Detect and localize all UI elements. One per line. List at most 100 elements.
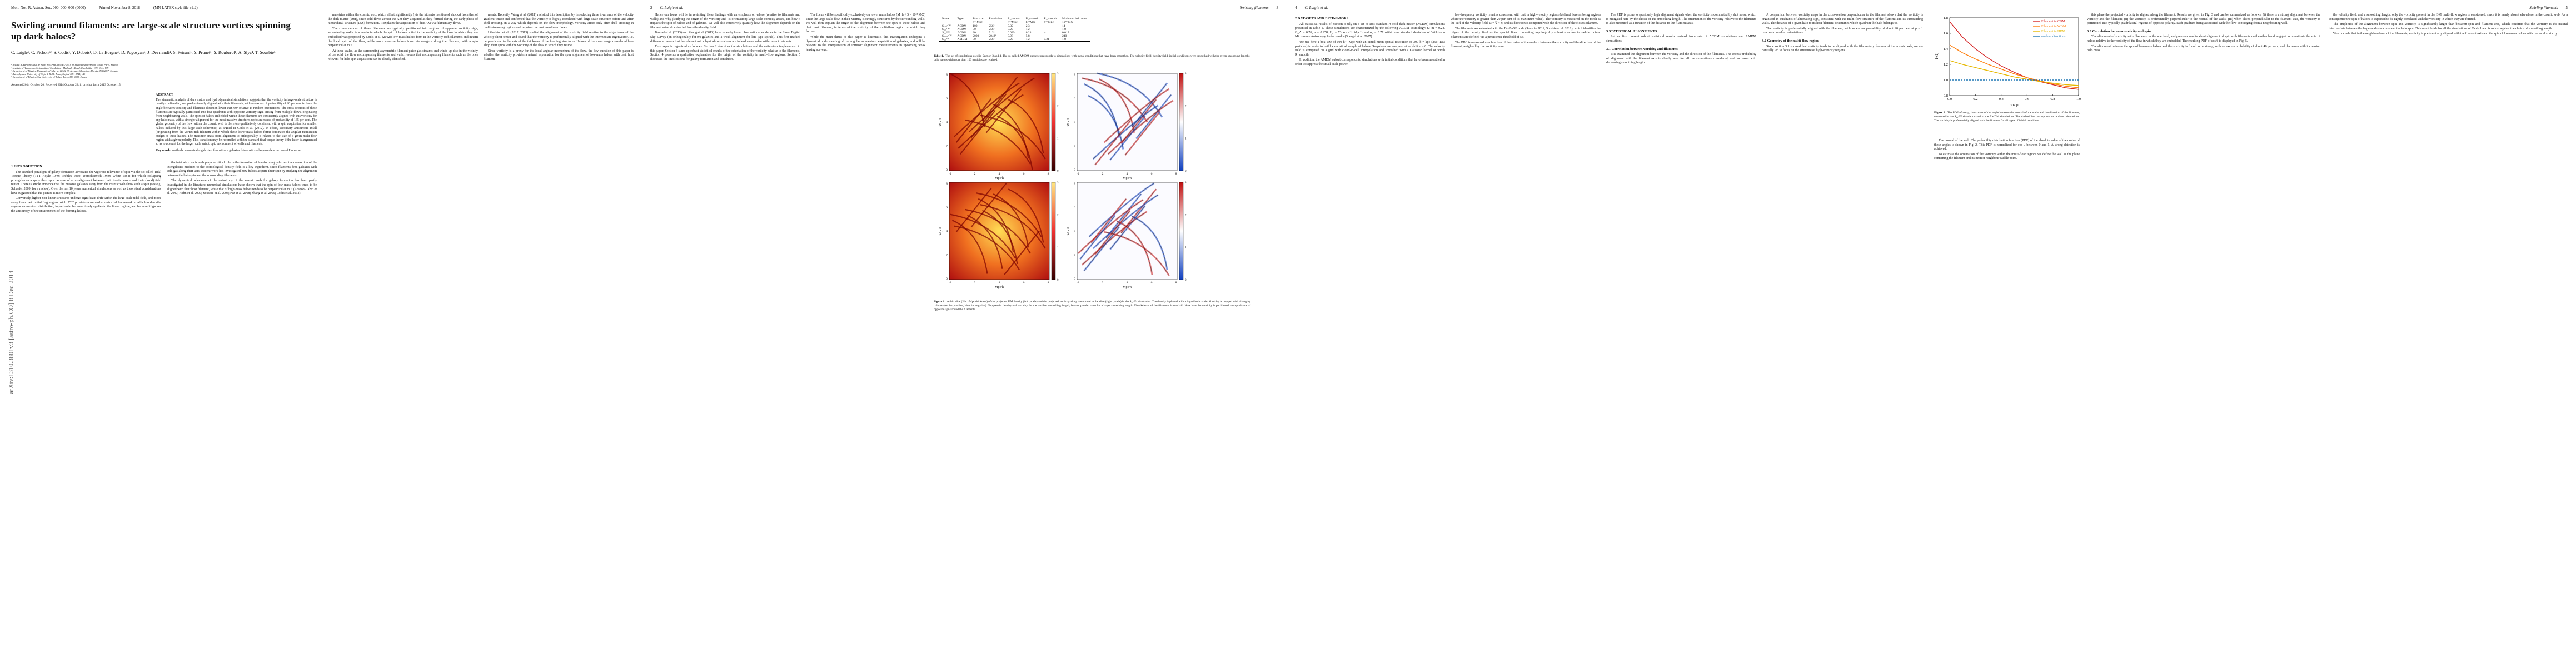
paragraph: Since vorticity is a proxy for the local… — [484, 49, 634, 61]
table-units-row: h⁻¹Mpc h⁻¹Mpc h⁻¹Mpc h⁻¹Mpc 10¹⁰ M⊙ — [939, 21, 1090, 24]
table-header-cell: Box size — [973, 17, 984, 21]
skeleton-line — [1088, 96, 1124, 150]
skeleton-line — [1084, 227, 1119, 271]
y-tick-label: 1.4 — [1944, 47, 1949, 51]
table-cell: S₁₀₀ᶜᴰᴹ — [942, 24, 951, 28]
colorbar-tick-label: 2 — [1057, 105, 1059, 108]
table-cell: 256³ — [989, 28, 995, 31]
colorbar-tick-label: 0 — [1185, 170, 1187, 173]
table-cell: 512³ — [989, 31, 995, 34]
colorbar-tick-label: 2 — [1057, 214, 1059, 217]
filament-trace — [955, 98, 992, 143]
x-tick-label: 4 — [999, 281, 1000, 285]
y-tick-label: 8 — [1074, 182, 1075, 186]
paragraph: mmetries within the cosmic web, which af… — [328, 13, 478, 26]
abstract: The kinematic analysis of dark matter an… — [156, 98, 317, 146]
paragraph: In addition, the AMDM subset corresponds… — [1295, 58, 1445, 66]
y-tick-label: 6 — [946, 206, 948, 210]
x-tick-label: 6 — [1023, 172, 1025, 176]
colorbar-tick-label: 3 — [1057, 182, 1059, 185]
table-cell: 1.2 — [1025, 38, 1030, 41]
filament-trace — [980, 115, 1046, 160]
table-cell: ΛCDM — [957, 24, 967, 28]
colorbar-tick-label: 3 — [1057, 73, 1059, 76]
skeleton-line — [1080, 215, 1115, 260]
y-tick-label: 4 — [946, 121, 948, 125]
x-tick-label: 8 — [1175, 281, 1177, 285]
x-tick-label: 0 — [950, 281, 951, 285]
page-number: 2 — [650, 6, 652, 10]
filament-trace — [966, 215, 1003, 269]
x-tick-label: 8 — [1175, 172, 1177, 176]
keywords-label: Key words: — [156, 148, 172, 152]
figure-1-caption: Figure 1. A thin slice (2 h⁻¹ Mpc thickne… — [934, 300, 1250, 311]
affiliations: ¹ Institut d’Astrophysique de Paris & UP… — [11, 63, 311, 79]
x-tick-label: 2 — [974, 172, 976, 176]
x-tick-label: 0.6 — [2025, 97, 2030, 101]
table-cell: 0.98 — [1008, 34, 1013, 38]
affiliation: ¹ Institut d’Astrophysique de Paris & UP… — [11, 63, 118, 66]
y-tick-label: 4 — [1074, 230, 1075, 233]
filament-trace — [980, 204, 1046, 249]
filament-trace — [996, 115, 1033, 170]
skeleton-line — [1084, 84, 1119, 138]
text-column: low-frequency vorticity remains consiste… — [1451, 13, 1601, 51]
x-tick-label: 6 — [1151, 172, 1153, 176]
table-row: S₁₀₀ᶜᴰᴹ ΛCDM 100 256³ 0.39 2.3 – 14 — [939, 24, 1090, 28]
table-cell: 2.3 — [1025, 24, 1030, 28]
y-axis-label: Mpc/h — [1067, 118, 1070, 127]
table-cell: 2048³ — [989, 34, 996, 38]
x-tick-label: 2 — [1102, 281, 1104, 285]
paragraph: The standard paradigm of galaxy formatio… — [11, 170, 161, 195]
skeleton-line — [1110, 116, 1145, 160]
y-tick-label: 1.0 — [1944, 78, 1948, 82]
paragraph: Conversely, lighter non-linear structure… — [11, 197, 161, 213]
legend-label: random directions — [2041, 35, 2066, 38]
paragraph: Let us first present robust statistical … — [1606, 35, 1756, 43]
table-cell: – — [1044, 24, 1046, 28]
table-cell: 0.39 — [1008, 24, 1013, 28]
running-head: 4 C. Laigle et al. — [1295, 6, 1328, 10]
y-tick-label: 6 — [1074, 97, 1075, 101]
paragraph: At these scales, as the surrounding asym… — [328, 49, 478, 61]
table-unit-cell: h⁻¹Mpc — [1025, 21, 1036, 24]
y-tick-label: 2 — [946, 253, 948, 257]
table-row: S₅₀ᶜᴰᴹ ΛCDM 50 256³ 0.20 1.2 – 1.8 — [939, 28, 1090, 31]
table-cell: 5.8 — [1025, 34, 1030, 38]
table-cell: 50 — [973, 28, 976, 31]
text-column: The normal of the wall. The probability … — [1934, 139, 2080, 162]
colorbar-tick-label: 0 — [1185, 279, 1187, 282]
page-number: 3 — [1276, 6, 1279, 10]
running-head: Swirling filaments 3 — [1240, 6, 1278, 10]
section-heading: 3 STATISTICAL ALIGNMENTS — [1606, 29, 1657, 33]
paragraph: The PDF is prone to spuriously high alig… — [1606, 13, 1756, 26]
skeleton-line — [1104, 232, 1169, 276]
table-cell: ΛCDM — [957, 34, 967, 38]
paragraph: The alignment between the spin of low-ma… — [2087, 44, 2320, 53]
x-tick-label: 0.4 — [1999, 97, 2004, 101]
section-heading: 1 INTRODUCTION — [11, 165, 42, 168]
filament-trace — [965, 119, 1031, 165]
text-column: The focus will be specifically exclusive… — [806, 13, 925, 53]
filament-trace — [1008, 188, 1044, 243]
y-axis-label: Mpc/h — [939, 227, 943, 236]
colorbar-tick-label: 1 — [1185, 247, 1187, 250]
skeleton-line — [1093, 195, 1158, 249]
x-tick-label: 0.8 — [2051, 97, 2055, 101]
running-head: Swirling filaments 5 — [2529, 6, 2568, 10]
text-column: 1 INTRODUCTION The standard paradigm of g… — [11, 161, 161, 215]
affiliation: ³ Department of Physics, University of A… — [11, 69, 118, 73]
paragraph: We use here a box size of 100 h⁻¹ Mpc wi… — [1295, 40, 1445, 57]
colorbar-tick-label: 2 — [1185, 214, 1187, 217]
x-axis-label: Mpc/h — [1123, 177, 1132, 180]
filament-trace — [993, 193, 1029, 248]
legend-label: Filament in CDM — [2041, 20, 2065, 23]
x-tick-label: 4 — [999, 172, 1000, 176]
y-tick-label: 1.6 — [1944, 32, 1949, 36]
table-cell: 256³ — [989, 38, 995, 41]
colorbar-tick-label: 1 — [1185, 138, 1187, 141]
colorbar — [1051, 73, 1056, 171]
y-tick-label: 0 — [1074, 168, 1075, 172]
x-axis-label: Mpc/h — [995, 177, 1004, 180]
